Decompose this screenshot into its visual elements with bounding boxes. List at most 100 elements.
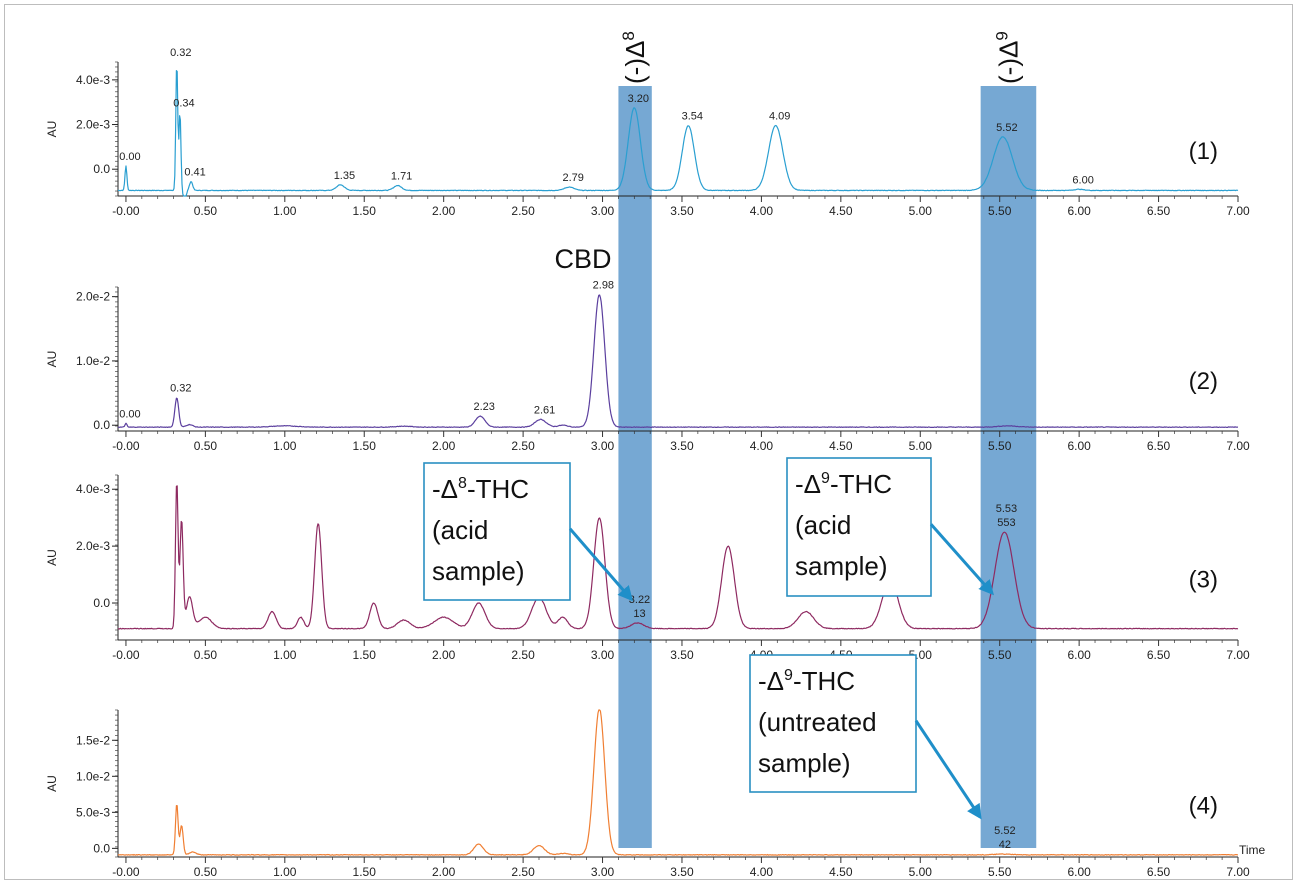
peak-area-label: 553 <box>997 517 1015 529</box>
peak-label: 4.09 <box>769 111 790 123</box>
x-tick-label: 5.00 <box>909 865 933 879</box>
x-tick-label: 4.00 <box>750 439 774 453</box>
x-tick-label: 4.00 <box>750 865 774 879</box>
peak-label: 2.61 <box>534 404 555 416</box>
panel-tag-2: (2) <box>1189 368 1218 395</box>
x-tick-label: 4.50 <box>829 204 853 218</box>
x-axis-title: Time <box>1239 843 1266 857</box>
callout-line1: -Δ8-THC <box>432 474 529 504</box>
band-label-1: (-)Δ8 <box>619 31 650 84</box>
x-tick-label: 4.50 <box>829 439 853 453</box>
x-tick-label: 2.00 <box>432 648 456 662</box>
peak-label: 0.34 <box>173 97 194 109</box>
x-tick-label: 0.50 <box>194 204 218 218</box>
x-tick-label: 0.50 <box>194 439 218 453</box>
x-tick-label: -0.00 <box>112 648 140 662</box>
x-tick-label: 1.00 <box>273 648 297 662</box>
chromatogram-trace-1 <box>118 70 1239 197</box>
callout-line2: (acid <box>432 515 488 545</box>
callout-box <box>749 654 917 793</box>
x-tick-label: 2.50 <box>511 648 535 662</box>
panel-tag-1: (1) <box>1189 138 1218 165</box>
x-tick-label: 6.50 <box>1147 865 1171 879</box>
callout-line2: (untreated <box>758 707 877 737</box>
y-axis-label: AU <box>45 775 59 792</box>
x-tick-label: 1.00 <box>273 439 297 453</box>
peak-area-label: 42 <box>999 839 1011 851</box>
peak-label: 2.23 <box>474 401 495 413</box>
x-tick-label: 6.00 <box>1067 204 1091 218</box>
peak-label: 3.54 <box>682 111 703 123</box>
peak-label: 1.71 <box>391 171 412 183</box>
x-tick-label: 1.50 <box>353 865 377 879</box>
x-tick-label: 3.50 <box>670 648 694 662</box>
x-tick-label: 2.50 <box>511 439 535 453</box>
highlight-bands <box>618 86 1037 848</box>
callout-a3-d9: -Δ9-THC (acid sample) <box>786 457 994 597</box>
x-tick-label: 2.50 <box>511 204 535 218</box>
x-tick-label: 3.50 <box>670 865 694 879</box>
x-tick-label: 5.50 <box>988 204 1012 218</box>
panel-1: 0.0 2.0e-3 4.0e-3 AU -0.00 0.50 1.00 1.50 2.00 2.… <box>45 47 1250 218</box>
callout-a4-d9: -Δ9-THC (untreated sample) <box>749 654 982 820</box>
peak-label: 0.00 <box>119 151 140 163</box>
x-tick-label: 5.50 <box>988 648 1012 662</box>
panel-tag-4: (4) <box>1189 793 1218 820</box>
x-tick-label: 1.50 <box>353 648 377 662</box>
x-tick-label: 3.00 <box>591 439 615 453</box>
x-tick-label: 1.50 <box>353 204 377 218</box>
x-tick-label: 2.50 <box>511 865 535 879</box>
y-tick-label: 2.0e-3 <box>76 539 110 553</box>
callout-line1: -Δ9-THC <box>758 666 855 696</box>
peak-label: 2.98 <box>593 280 614 292</box>
x-tick-label: 3.00 <box>591 648 615 662</box>
callout-arrow <box>929 523 994 596</box>
x-tick-label: 0.50 <box>194 865 218 879</box>
y-axis-label: AU <box>45 549 59 566</box>
x-tick-label: 6.00 <box>1067 865 1091 879</box>
y-tick-label: 2.0e-2 <box>76 290 110 304</box>
x-tick-label: 0.50 <box>194 648 218 662</box>
callout-arrow <box>914 719 982 820</box>
peak-label: 6.00 <box>1072 174 1093 186</box>
x-tick-label: 7.00 <box>1226 204 1250 218</box>
callout-line3: sample) <box>795 551 887 581</box>
y-tick-label: 0.0 <box>93 841 110 855</box>
highlight-band-2 <box>980 86 1037 848</box>
y-tick-label: 2.0e-3 <box>76 118 110 132</box>
y-axis-label: AU <box>45 351 59 368</box>
x-tick-label: 3.00 <box>591 865 615 879</box>
x-tick-label: 6.00 <box>1067 439 1091 453</box>
y-tick-label: 4.0e-3 <box>76 73 110 87</box>
x-tick-label: 5.00 <box>909 204 933 218</box>
x-tick-label: 3.50 <box>670 204 694 218</box>
y-axis-label: AU <box>45 121 59 138</box>
x-tick-label: 6.00 <box>1067 648 1091 662</box>
peak-label: 5.53 <box>996 503 1017 515</box>
y-tick-label: 0.0 <box>93 162 110 176</box>
x-tick-label: 6.50 <box>1147 204 1171 218</box>
panel-2: 0.0 1.0e-2 2.0e-2 AU -0.00 0.50 1.00 1.50 2.00 2.… <box>45 280 1250 453</box>
callout-line3: sample) <box>758 748 850 778</box>
figure-frame <box>4 4 1293 880</box>
chromatogram-trace-4 <box>118 709 1238 856</box>
x-tick-label: 1.50 <box>353 439 377 453</box>
chromatogram-trace-3 <box>117 485 1239 630</box>
x-tick-label: 4.50 <box>829 865 853 879</box>
callout-box <box>423 462 571 601</box>
y-tick-label: 4.0e-3 <box>76 482 110 496</box>
callout-arrow <box>568 527 633 602</box>
y-tick-label: 1.0e-2 <box>76 769 110 783</box>
y-tick-label: 1.0e-2 <box>76 354 110 368</box>
x-tick-label: 3.00 <box>591 204 615 218</box>
callout-line3: sample) <box>432 556 524 586</box>
callout-a3-d8: -Δ8-THC (acid sample) <box>423 462 633 602</box>
x-tick-label: -0.00 <box>112 439 140 453</box>
x-tick-label: 1.00 <box>273 204 297 218</box>
peak-label: 1.35 <box>334 170 355 182</box>
panel-4: 0.0 5.0e-3 1.0e-2 1.5e-2 AU -0.00 0.50 1.00 1.50… <box>45 709 1266 879</box>
cbd-label: CBD <box>554 244 611 274</box>
x-tick-label: 7.00 <box>1226 865 1250 879</box>
